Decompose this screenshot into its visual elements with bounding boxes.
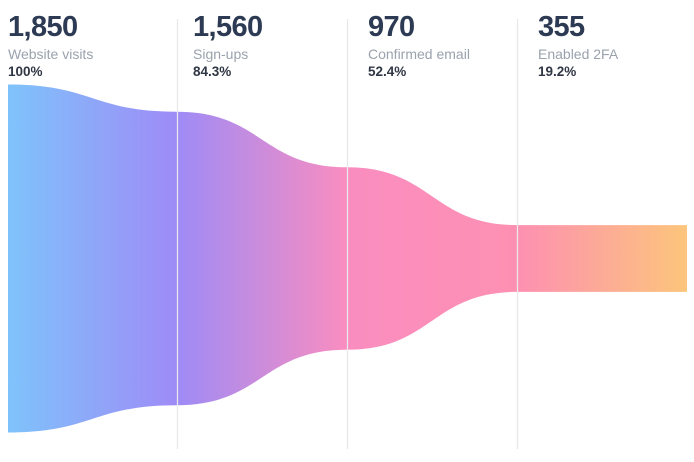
stage-value: 355 [538,11,585,43]
stage-percent: 84.3% [193,64,232,79]
stage-name: Sign-ups [193,46,249,62]
stage-value: 970 [368,11,415,43]
stage-name: Enabled 2FA [538,46,619,62]
stage-label-group: 970 Confirmed email 52.4% [368,12,470,79]
stage-label-group: 1,560 Sign-ups 84.3% [193,12,263,79]
stage-name: Website visits [8,46,94,62]
stage-value: 1,560 [193,11,263,43]
stage-value: 1,850 [8,11,78,43]
stage-label-group: 1,850 Website visits 100% [8,12,93,79]
stage-percent: 19.2% [538,64,577,79]
stage-percent: 52.4% [368,64,407,79]
stage-percent: 100% [8,64,43,79]
stage-label-group: 355 Enabled 2FA 19.2% [538,12,618,79]
stage-name: Confirmed email [368,46,470,62]
